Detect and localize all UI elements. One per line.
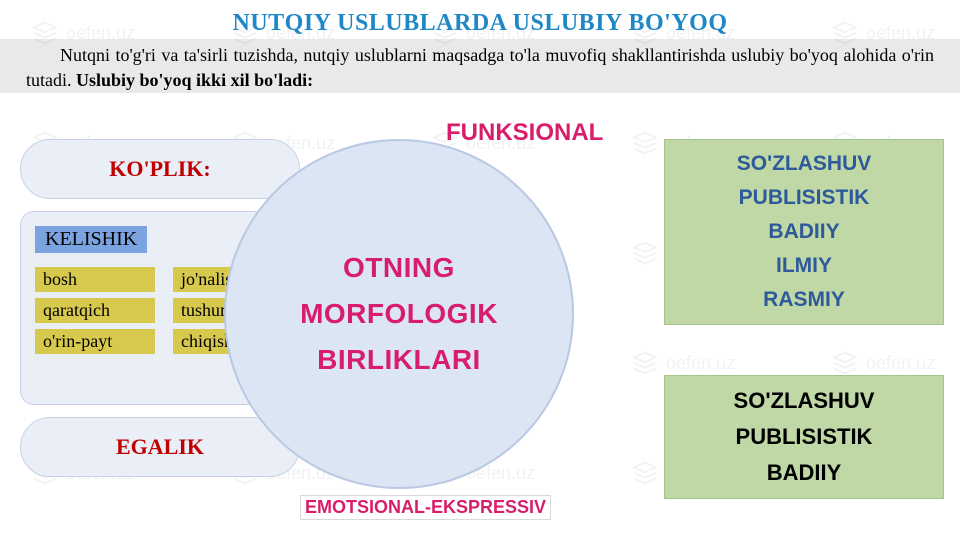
- diagram-stage: KO'PLIK: KELISHIK bosh jo'nalish qaratqi…: [0, 99, 960, 519]
- list-item: ILMIY: [671, 254, 937, 278]
- k-cell: o'rin-payt: [35, 329, 155, 354]
- center-line: MORFOLOGIK: [300, 298, 498, 330]
- center-circle: OTNING MORFOLOGIK BIRLIKLARI: [224, 139, 574, 489]
- label-emotsional: EMOTSIONAL-EKSPRESSIV: [300, 495, 551, 520]
- intro-paragraph: Nutqni to'g'ri va ta'sirli tuzishda, nut…: [0, 39, 960, 93]
- pill-egalik: EGALIK: [20, 417, 300, 477]
- list-item: SO'ZLASHUV: [671, 388, 937, 414]
- list-item: BADIIY: [671, 460, 937, 486]
- list-item: SO'ZLASHUV: [671, 152, 937, 176]
- list-item: PUBLISISTIK: [671, 186, 937, 210]
- intro-bold: Uslubiy bo'yoq ikki xil bo'ladi:: [76, 70, 313, 90]
- list-item: RASMIY: [671, 288, 937, 312]
- green-upper: SO'ZLASHUV PUBLISISTIK BADIIY ILMIY RASMIY: [664, 139, 944, 325]
- label-funksional: FUNKSIONAL: [446, 119, 603, 147]
- k-cell: qaratqich: [35, 298, 155, 323]
- page-title: NUTQIY USLUBLARDA USLUBIY BO'YOQ: [0, 0, 960, 37]
- pill-koplik: KO'PLIK:: [20, 139, 300, 199]
- green-lower: SO'ZLASHUV PUBLISISTIK BADIIY: [664, 375, 944, 499]
- list-item: BADIIY: [671, 220, 937, 244]
- center-line: BIRLIKLARI: [317, 344, 481, 376]
- center-line: OTNING: [343, 252, 455, 284]
- list-item: PUBLISISTIK: [671, 424, 937, 450]
- kelishik-label: KELISHIK: [35, 226, 147, 253]
- k-cell: bosh: [35, 267, 155, 292]
